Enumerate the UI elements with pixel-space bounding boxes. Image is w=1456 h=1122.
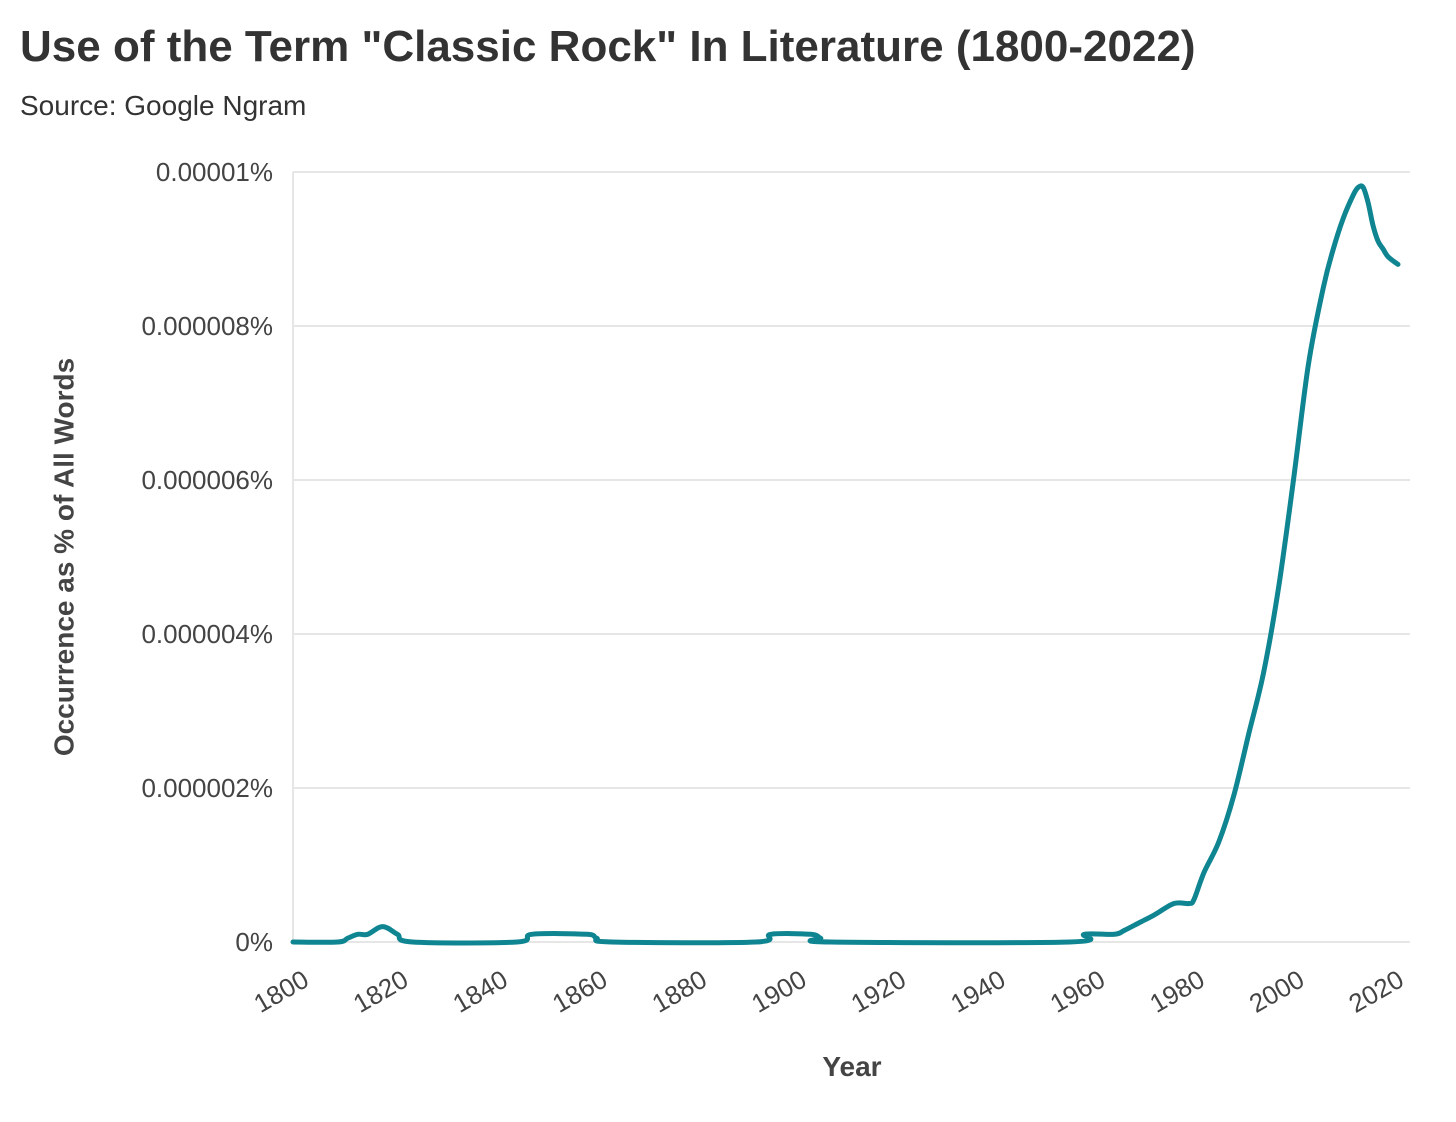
x-tick-label: 1860 bbox=[547, 964, 612, 1019]
y-tick-labels: 0% 0.000002% 0.000004% 0.000006% 0.000008% 0.… bbox=[141, 157, 273, 957]
x-tick-labels: 1800 1820 1840 1860 1880 1900 1920 1940 1960 1980… bbox=[249, 964, 1409, 1019]
x-tick-label: 1800 bbox=[249, 964, 314, 1019]
gridlines bbox=[293, 171, 1410, 943]
x-axis-label: Year bbox=[822, 1051, 881, 1082]
series-line bbox=[290, 183, 1401, 946]
x-tick-label: 1960 bbox=[1045, 964, 1110, 1019]
chart-subtitle: Source: Google Ngram bbox=[20, 90, 307, 121]
series-layer bbox=[290, 183, 1401, 946]
y-tick-label: 0.000004% bbox=[141, 619, 273, 649]
y-tick-label: 0.000008% bbox=[141, 311, 273, 341]
y-axis-label: Occurrence as % of All Words bbox=[48, 358, 79, 756]
x-tick-label: 1840 bbox=[448, 964, 513, 1019]
x-tick-label: 1820 bbox=[348, 964, 413, 1019]
y-tick-label: 0% bbox=[235, 927, 273, 957]
x-tick-label: 1920 bbox=[846, 964, 911, 1019]
y-tick-label: 0.000006% bbox=[141, 465, 273, 495]
x-tick-label: 2000 bbox=[1244, 964, 1309, 1019]
y-tick-label: 0.00001% bbox=[156, 157, 273, 187]
chart-title: Use of the Term "Classic Rock" In Litera… bbox=[20, 22, 1196, 71]
y-tick-label: 0.000002% bbox=[141, 773, 273, 803]
x-tick-label: 2020 bbox=[1344, 964, 1409, 1019]
x-tick-label: 1980 bbox=[1144, 964, 1209, 1019]
x-tick-label: 1940 bbox=[945, 964, 1010, 1019]
x-tick-label: 1880 bbox=[647, 964, 712, 1019]
x-tick-label: 1900 bbox=[746, 964, 811, 1019]
